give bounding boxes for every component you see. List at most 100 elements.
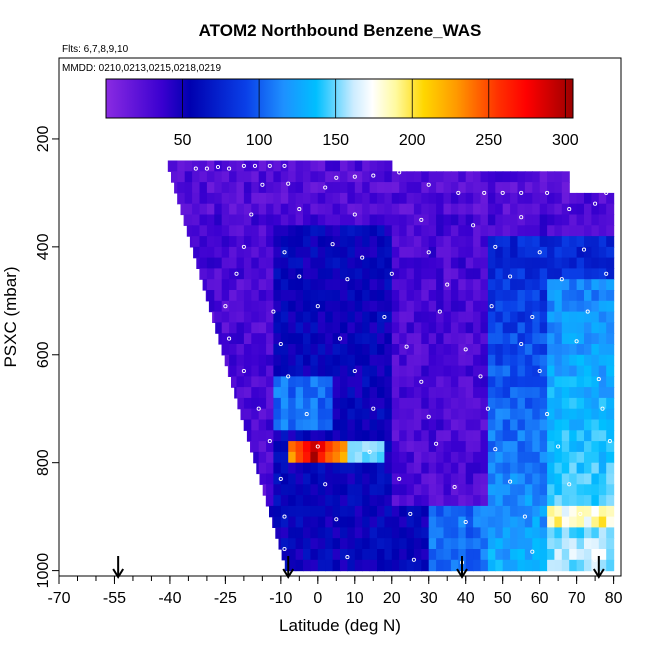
sample-point: [581, 247, 587, 252]
sample-point: [360, 255, 365, 260]
sample-point: [234, 271, 239, 276]
curtain-cell: [450, 290, 459, 302]
sample-point: [337, 336, 343, 341]
sample-point: [585, 309, 590, 314]
curtain-cell: [532, 246, 541, 259]
curtain-cell: [221, 236, 230, 248]
curtain-cell: [606, 376, 615, 388]
curtain-cell: [391, 225, 400, 237]
curtain-cell: [399, 441, 408, 453]
curtain-cell: [524, 473, 533, 485]
curtain-cell: [354, 279, 363, 291]
curtain-cell: [347, 462, 356, 475]
curtain-cell: [487, 257, 496, 269]
curtain-cell: [421, 419, 430, 431]
curtain-cell: [229, 268, 238, 280]
curtain-cell: [480, 333, 489, 345]
curtain-cell: [413, 527, 422, 539]
curtain-cell: [584, 290, 592, 302]
curtain-cell: [547, 419, 556, 431]
curtain-cell: [266, 182, 275, 194]
curtain-cell: [347, 365, 356, 377]
curtain-cell: [569, 549, 578, 561]
curtain-cell: [495, 559, 504, 572]
curtain-cell: [569, 354, 578, 367]
curtain-cell: [473, 559, 482, 572]
curtain-cell: [229, 354, 238, 367]
curtain-cell: [295, 419, 304, 431]
curtain-cell: [510, 376, 519, 388]
curtain-cell: [473, 538, 482, 550]
curtain-cell: [576, 549, 585, 561]
curtain-cell: [258, 214, 267, 226]
curtain-cell: [413, 257, 422, 269]
curtain-cell: [369, 344, 378, 356]
curtain-cell: [606, 516, 615, 528]
curtain-cell: [288, 182, 297, 194]
curtain-cell: [413, 451, 422, 464]
curtain-cell: [502, 484, 511, 496]
curtain-cell: [554, 462, 563, 475]
curtain-cell: [421, 473, 430, 485]
curtain-cell: [532, 333, 541, 345]
curtain-cell: [362, 505, 371, 518]
curtain-cell: [443, 527, 452, 539]
curtain-cell: [377, 397, 385, 410]
curtain-cell: [517, 300, 526, 313]
curtain-cell: [251, 311, 260, 323]
curtain-cell: [295, 505, 304, 518]
curtain-cell: [436, 441, 445, 453]
curtain-cell: [569, 333, 578, 345]
curtain-cell: [473, 419, 482, 431]
curtain-cell: [310, 495, 319, 507]
curtain-cell: [384, 549, 393, 561]
curtain-cell: [406, 387, 415, 399]
curtain-cell: [450, 441, 459, 453]
curtain-cell: [517, 387, 526, 399]
sample-point: [463, 347, 468, 352]
y-tick-label: 800: [35, 449, 52, 476]
curtain-cell: [576, 236, 585, 248]
curtain-cell: [332, 300, 341, 313]
curtain-cell: [554, 408, 563, 421]
curtain-cell: [354, 419, 363, 431]
curtain-cell: [524, 279, 533, 291]
curtain-cell: [569, 311, 578, 323]
curtain-cell: [606, 538, 615, 550]
benzene-curtain: [167, 160, 615, 572]
sample-point: [574, 339, 579, 344]
curtain-cell: [406, 333, 415, 345]
curtain-cell: [199, 246, 208, 259]
curtain-cell: [413, 397, 422, 410]
curtain-cell: [273, 311, 282, 323]
curtain-cell: [421, 257, 430, 269]
curtain-cell: [362, 192, 371, 205]
curtain-cell: [502, 354, 511, 367]
curtain-cell: [369, 495, 378, 507]
curtain-cell: [554, 473, 563, 485]
curtain-cell: [391, 333, 400, 345]
curtain-cell: [561, 430, 570, 442]
flight-arrow: [456, 556, 468, 579]
curtain-cell: [340, 441, 348, 453]
curtain-cell: [413, 462, 422, 475]
curtain-cell: [280, 397, 289, 410]
curtain-cell: [473, 527, 482, 539]
curtain-cell: [347, 505, 356, 518]
curtain-cell: [377, 300, 385, 313]
curtain-cell: [406, 257, 415, 269]
curtain-cell: [273, 182, 282, 194]
curtain-cell: [266, 311, 275, 323]
curtain-cell: [510, 538, 519, 550]
curtain-cell: [340, 559, 348, 572]
sample-point: [323, 482, 328, 487]
curtain-cell: [288, 559, 297, 572]
x-tick-label: 60: [531, 590, 549, 607]
curtain-cell: [354, 430, 363, 442]
curtain-cell: [591, 408, 600, 421]
curtain-cell: [473, 462, 482, 475]
curtain-cell: [399, 430, 408, 442]
curtain-cell: [303, 203, 311, 216]
curtain-cell: [606, 451, 615, 464]
curtain-cell: [303, 430, 311, 442]
